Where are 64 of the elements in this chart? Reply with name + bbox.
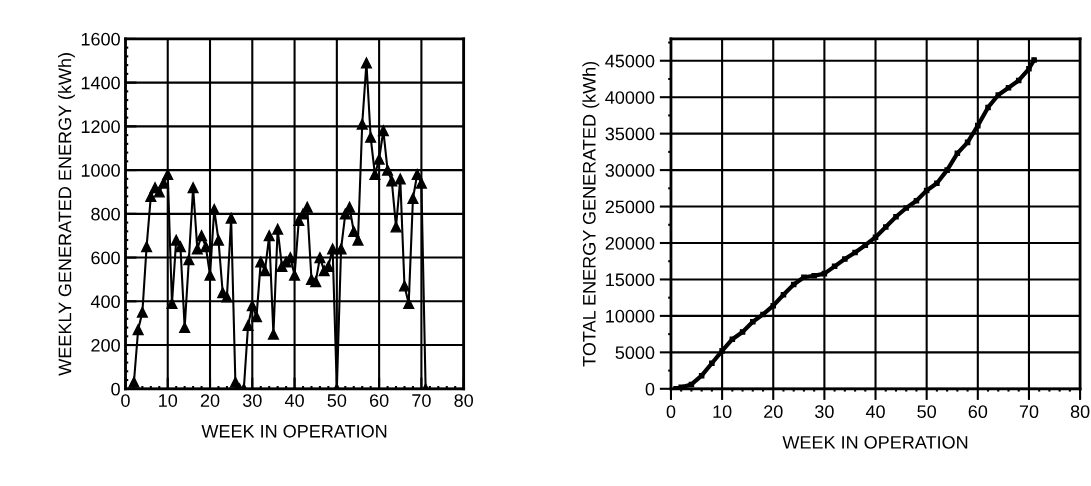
y-axis-title: WEEKLY GENERATED ENERGY (kWh) bbox=[58, 53, 75, 376]
y-tick-label: 5000 bbox=[615, 346, 655, 360]
y-tick-label: 45000 bbox=[605, 54, 655, 68]
y-tick-label: 600 bbox=[91, 251, 120, 265]
x-tick-label: 30 bbox=[815, 405, 834, 419]
y-tick-label: 1600 bbox=[81, 32, 120, 46]
point bbox=[903, 205, 909, 211]
point bbox=[944, 167, 950, 173]
x-tick-label: 50 bbox=[917, 405, 936, 419]
x-tick-label: 20 bbox=[764, 405, 783, 419]
y-tick-label: 1000 bbox=[81, 164, 120, 177]
x-axis-title: WEEK IN OPERATION bbox=[782, 435, 968, 449]
x-tick-label: 80 bbox=[1070, 405, 1090, 419]
point bbox=[719, 348, 725, 354]
y-tick-label: 1400 bbox=[81, 76, 120, 90]
y-axis-title: TOTAL ENERGY GENERATED (kWh) bbox=[582, 61, 600, 367]
point bbox=[842, 256, 848, 262]
point bbox=[872, 234, 879, 240]
y-tick-label: 1200 bbox=[81, 120, 120, 134]
y-tick-label: 400 bbox=[90, 295, 120, 309]
point bbox=[729, 336, 736, 343]
point bbox=[852, 249, 858, 256]
point bbox=[750, 318, 756, 325]
x-tick-label: 0 bbox=[666, 405, 676, 419]
point bbox=[1026, 65, 1032, 72]
y-tick-label: 0 bbox=[111, 382, 120, 396]
point bbox=[882, 224, 889, 230]
x-tick-label: 30 bbox=[242, 394, 262, 407]
point bbox=[811, 273, 817, 279]
y-tick-label: 800 bbox=[91, 207, 120, 221]
point bbox=[760, 311, 766, 318]
point bbox=[934, 180, 940, 187]
x-tick-label: 10 bbox=[159, 394, 178, 407]
point bbox=[780, 291, 787, 298]
y-tick-label: 30000 bbox=[605, 164, 655, 177]
x-tick-label: 50 bbox=[327, 394, 347, 407]
point bbox=[985, 104, 991, 111]
x-tick-label: 0 bbox=[121, 394, 130, 407]
point bbox=[739, 329, 746, 335]
y-tick-label: 0 bbox=[645, 382, 655, 396]
x-tick-label: 20 bbox=[200, 394, 220, 407]
y-tick-label: 25000 bbox=[605, 200, 655, 214]
x-tick-label: 60 bbox=[968, 405, 988, 419]
x-tick-label: 80 bbox=[454, 394, 474, 407]
y-tick-label: 15000 bbox=[606, 273, 655, 287]
y-tick-label: 35000 bbox=[605, 127, 655, 141]
point bbox=[995, 92, 1002, 98]
y-tick-label: 40000 bbox=[605, 91, 655, 104]
point bbox=[1005, 84, 1012, 91]
x-tick-label: 40 bbox=[865, 405, 885, 419]
point bbox=[770, 302, 777, 309]
point bbox=[975, 122, 981, 129]
point bbox=[709, 360, 715, 367]
x-tick-label: 10 bbox=[713, 405, 732, 419]
y-tick-label: 200 bbox=[91, 338, 120, 352]
x-tick-label: 40 bbox=[284, 394, 304, 407]
point bbox=[1031, 57, 1037, 63]
x-axis-title: WEEK IN OPERATION bbox=[201, 424, 387, 438]
y-tick-label: 20000 bbox=[605, 236, 655, 250]
x-tick-label: 70 bbox=[412, 394, 431, 407]
y-tick-label: 10000 bbox=[606, 309, 655, 323]
x-tick-label: 70 bbox=[1019, 405, 1039, 419]
x-tick-label: 60 bbox=[370, 394, 389, 407]
point bbox=[893, 213, 899, 220]
